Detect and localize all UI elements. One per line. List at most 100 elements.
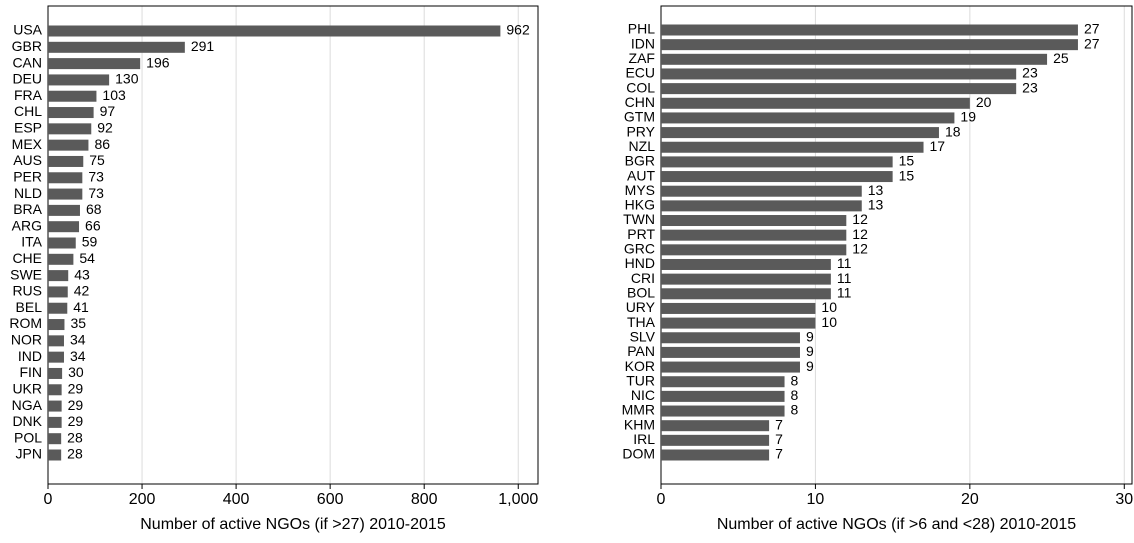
bar [48, 302, 68, 314]
value-label: 11 [837, 255, 852, 271]
bar [661, 273, 831, 285]
y-tick-label: ESP [14, 120, 42, 136]
bar [48, 204, 80, 216]
x-tick-label: 200 [129, 491, 156, 508]
y-tick-label: JPN [16, 446, 42, 462]
value-label: 15 [899, 167, 915, 183]
value-label: 17 [930, 138, 946, 154]
y-tick-label: AUS [13, 152, 42, 168]
bar [661, 229, 847, 241]
bar [48, 155, 84, 167]
x-tick-label: 600 [317, 491, 344, 508]
bar [661, 215, 847, 227]
y-tick-label: MYS [625, 182, 655, 198]
y-tick-label: COL [626, 79, 655, 95]
bar [661, 244, 847, 256]
x-tick-label: 1,000 [498, 491, 538, 508]
y-tick-label: ROM [9, 315, 42, 331]
bar [661, 200, 862, 212]
bar [661, 449, 770, 461]
value-label: 27 [1084, 21, 1100, 37]
value-label: 8 [791, 402, 799, 418]
y-tick-label: GBR [12, 38, 42, 54]
bar [48, 319, 65, 331]
y-tick-label: AUT [627, 167, 655, 183]
y-tick-label: UKR [12, 380, 42, 396]
y-tick-label: PRY [626, 123, 655, 139]
y-tick-label: KOR [625, 358, 655, 374]
y-tick-label: USA [13, 22, 42, 38]
value-label: 13 [868, 182, 884, 198]
value-label: 7 [775, 416, 783, 432]
bar [48, 367, 63, 379]
bar [48, 351, 64, 363]
value-label: 12 [852, 211, 868, 227]
y-tick-label: RUS [12, 283, 42, 299]
bar [48, 107, 94, 119]
bar [48, 449, 62, 461]
x-tick-label: 400 [223, 491, 250, 508]
value-label: 28 [67, 429, 83, 445]
y-tick-label: PER [13, 168, 42, 184]
value-label: 75 [89, 152, 105, 168]
value-label: 8 [791, 372, 799, 388]
bar [48, 188, 83, 200]
y-tick-label: ECU [625, 65, 655, 81]
value-label: 23 [1022, 79, 1038, 95]
bar [48, 384, 62, 396]
bar [48, 221, 80, 233]
y-tick-label: DOM [622, 446, 655, 462]
y-tick-label: CHE [12, 250, 42, 266]
y-tick-label: HKG [625, 197, 655, 213]
y-tick-label: MMR [622, 402, 655, 418]
y-tick-label: ARG [12, 217, 42, 233]
y-tick-label: GTM [624, 109, 655, 125]
y-tick-label: POL [14, 429, 42, 445]
bar [48, 25, 501, 37]
y-tick-label: BGR [625, 153, 655, 169]
y-tick-label: THA [627, 314, 656, 330]
value-label: 54 [79, 250, 95, 266]
value-label: 29 [68, 397, 84, 413]
y-tick-label: ZAF [629, 50, 655, 66]
y-tick-label: URY [626, 299, 656, 315]
x-axis-label: Number of active NGOs (if >6 and <28) 20… [717, 516, 1076, 533]
value-label: 962 [506, 22, 530, 38]
value-label: 7 [775, 431, 783, 447]
bar [48, 433, 62, 445]
value-label: 30 [68, 364, 84, 380]
value-label: 18 [945, 123, 961, 139]
bar [661, 83, 1017, 95]
bar [661, 68, 1017, 80]
bar [48, 237, 76, 249]
y-tick-label: PAN [627, 343, 655, 359]
value-label: 92 [97, 120, 113, 136]
value-label: 35 [70, 315, 86, 331]
y-tick-label: DNK [12, 413, 42, 429]
value-label: 291 [191, 38, 215, 54]
value-label: 15 [899, 153, 915, 169]
value-label: 97 [100, 103, 116, 119]
y-tick-label: PRT [627, 226, 655, 242]
bar [661, 24, 1078, 36]
bar [48, 253, 74, 265]
bar [48, 74, 110, 86]
x-tick-label: 20 [961, 491, 979, 508]
value-label: 59 [82, 234, 98, 250]
y-tick-label: NLD [14, 185, 42, 201]
y-tick-label: BEL [16, 299, 43, 315]
bar [661, 361, 800, 373]
value-label: 34 [70, 332, 86, 348]
value-label: 13 [868, 197, 884, 213]
bar [48, 123, 92, 135]
y-tick-label: IDN [631, 35, 655, 51]
bar [48, 400, 62, 412]
bar [661, 302, 816, 314]
y-tick-label: CAN [12, 54, 42, 70]
value-label: 103 [102, 87, 126, 103]
value-label: 130 [115, 71, 139, 87]
bar [661, 258, 831, 270]
value-label: 86 [94, 136, 110, 152]
bar [48, 416, 62, 428]
